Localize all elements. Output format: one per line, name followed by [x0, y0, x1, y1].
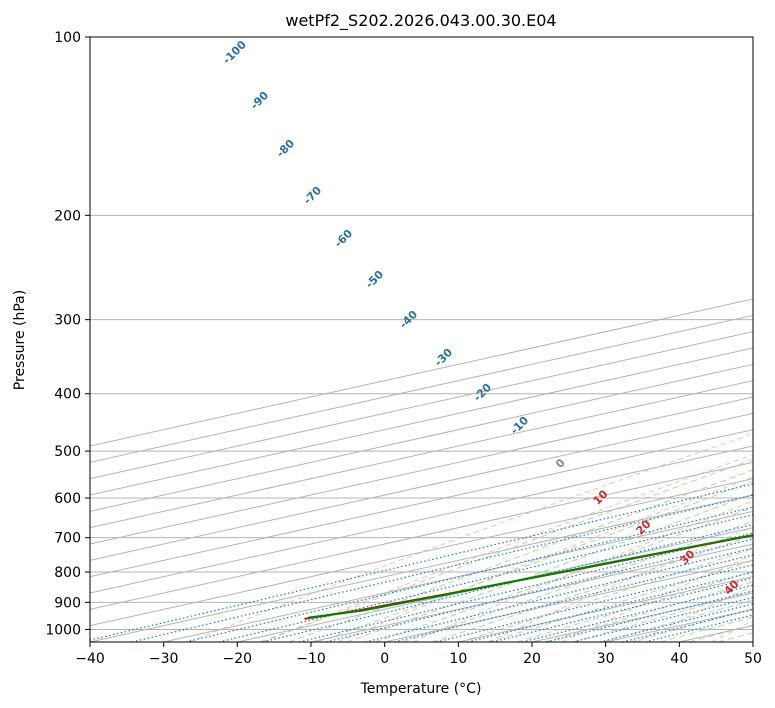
grid-layer: [90, 37, 753, 642]
x-tick-label: −30: [149, 651, 179, 667]
plot-frame: [89, 36, 754, 643]
mixing-ratio-line: [622, 608, 753, 642]
moist-adiabat: [260, 458, 753, 642]
isotherm: [90, 298, 753, 447]
x-tick-label: 50: [744, 651, 762, 667]
moist-adiabat: [317, 480, 753, 642]
isotherm: [90, 445, 753, 594]
x-tick-label: 30: [597, 651, 615, 667]
isotherm: [90, 331, 753, 480]
y-tick-label: 300: [54, 313, 81, 329]
x-tick-label: −20: [223, 651, 253, 667]
isotherm: [90, 461, 753, 610]
dry-adiabat: [188, 433, 753, 642]
isotherm: [90, 412, 753, 561]
isotherm: [163, 510, 753, 642]
axis-layer: −40 −30 −20 −10 0 10 20 30 40 50 100 200 300 400 500 60…: [45, 30, 762, 667]
dry-adiabat: [263, 454, 753, 642]
y-tick-label: 400: [54, 387, 81, 403]
y-tick-label: 600: [54, 491, 81, 507]
y-tick-label: 800: [54, 565, 81, 581]
y-tick-label: 500: [54, 444, 81, 460]
y-tick-label: 100: [54, 30, 81, 46]
y-tick-label: 1000: [45, 622, 81, 638]
isotherm: [90, 396, 753, 545]
chart-title: wetPf2_S202.2026.043.00.30.E04: [285, 11, 556, 31]
mixing-ratio-line: [218, 514, 753, 642]
isotherm: [90, 314, 753, 463]
x-axis-label: Temperature (°C): [360, 681, 482, 697]
isotherm: [237, 527, 753, 642]
x-tick-label: −40: [75, 651, 105, 667]
mixing-ratio-line: [299, 532, 753, 642]
mixing-ratio-line: [185, 506, 753, 642]
y-axis-label: Pressure (hPa): [12, 290, 28, 390]
moist-adiabat: [487, 560, 753, 642]
moist-adiabat: [288, 469, 753, 642]
mixing-ratio-line: [645, 614, 753, 642]
x-tick-label: 40: [670, 651, 688, 667]
x-tick-label: −10: [296, 651, 326, 667]
isotherm: [90, 494, 753, 642]
mixing-ratio-line: [365, 547, 753, 642]
isotherm: [90, 478, 753, 627]
x-tick-label: 20: [523, 651, 541, 667]
x-tick-label: 0: [380, 651, 389, 667]
moist-adiabat: [459, 547, 753, 642]
x-tick-label: 10: [449, 651, 467, 667]
moist-adiabat: [402, 520, 753, 642]
moist-adiabat: [544, 581, 753, 642]
mixing-ratio-line: [262, 523, 753, 642]
isotherm: [90, 429, 753, 578]
y-tick-label: 700: [54, 531, 81, 547]
y-tick-label: 200: [54, 208, 81, 224]
mixing-ratio-line: [325, 538, 753, 642]
mixing-ratio-line: [90, 483, 753, 641]
mixing-ratio-line: [599, 603, 753, 642]
y-tick-label: 900: [54, 595, 81, 611]
